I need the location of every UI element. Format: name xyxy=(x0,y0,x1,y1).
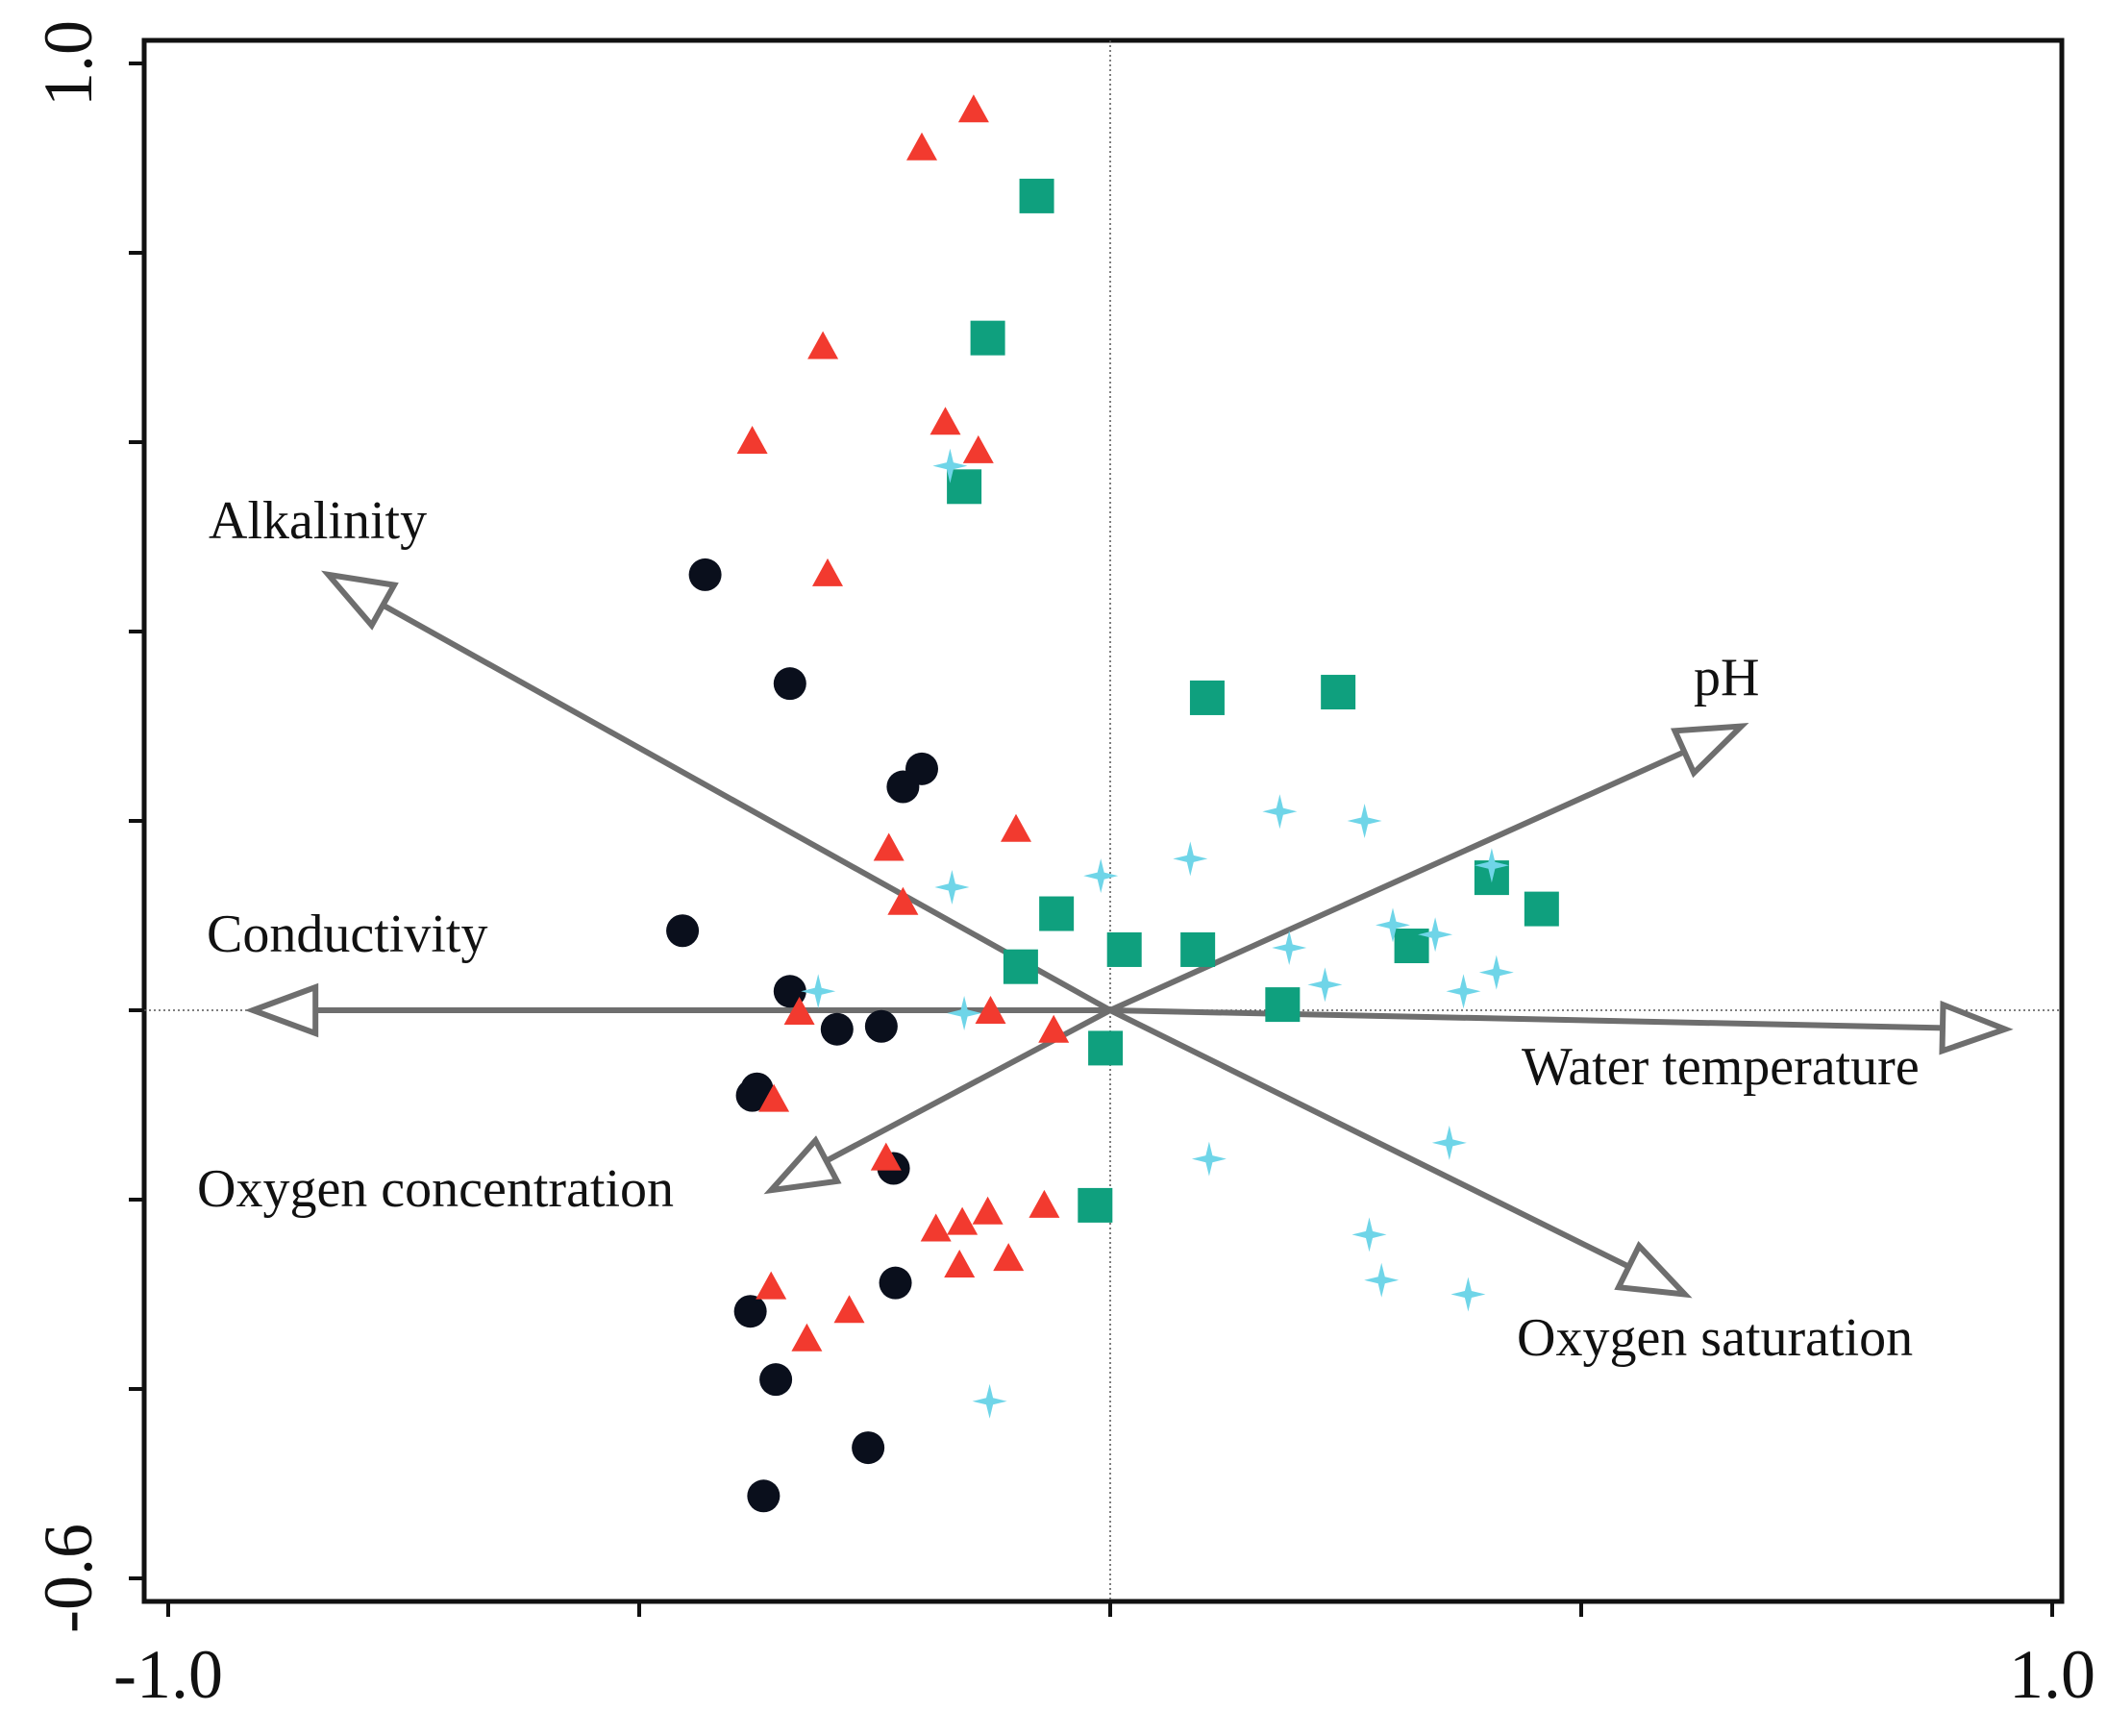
x-tick-label: 1.0 xyxy=(2009,1636,2095,1713)
oxygen-concentration-label: Oxygen concentration xyxy=(197,1159,674,1219)
circle-point xyxy=(773,667,806,701)
star-point xyxy=(1191,1141,1227,1177)
x-tick-label: -1.0 xyxy=(113,1636,223,1713)
star-point xyxy=(1272,930,1307,965)
square-point xyxy=(970,320,1005,356)
circle-point xyxy=(735,1079,769,1112)
alkalinity-arrowhead xyxy=(321,570,399,631)
star-point xyxy=(1262,794,1298,830)
star-point xyxy=(1474,848,1509,883)
triangle-point xyxy=(756,1271,787,1300)
conductivity-label: Conductivity xyxy=(207,905,487,964)
axes: -1.0 1.0 1.0 -0.6 xyxy=(30,20,2095,1713)
square-point xyxy=(1019,178,1054,213)
triangle-point xyxy=(873,832,905,861)
triangle-point xyxy=(930,407,961,435)
triangle-point xyxy=(736,426,768,454)
star-point xyxy=(1307,967,1343,1003)
circle-point xyxy=(820,1012,854,1046)
alkalinity-label: Alkalinity xyxy=(209,491,427,551)
triangle-point xyxy=(812,558,843,586)
square-point xyxy=(1180,931,1216,967)
star-point xyxy=(801,974,836,1009)
triangle-point xyxy=(807,331,839,360)
y-tick-label: 1.0 xyxy=(30,20,107,107)
triangle-point xyxy=(1001,813,1031,842)
conductivity-arrowhead xyxy=(244,982,319,1038)
triangle-point xyxy=(906,132,937,161)
star-point xyxy=(1450,1277,1486,1312)
triangle-point xyxy=(957,94,989,123)
origin-lines xyxy=(144,40,2062,1601)
star-point xyxy=(1351,1217,1387,1252)
circle-point xyxy=(864,1009,898,1043)
y-tick-label: -0.6 xyxy=(30,1524,107,1633)
square-point xyxy=(1524,891,1559,927)
star-point xyxy=(1083,858,1119,894)
ph-vector-line xyxy=(1108,749,1686,1013)
circle-point xyxy=(747,1479,781,1513)
star-point xyxy=(1364,1262,1400,1298)
environmental-vectors: Alkalinity pH Conductivity Water temperatur… xyxy=(197,491,2014,1368)
triangle-point xyxy=(791,1323,823,1352)
circle-point xyxy=(733,1295,767,1328)
circle-point xyxy=(852,1431,885,1465)
water-temperature-arrowhead xyxy=(1939,1000,2014,1055)
triangle-point xyxy=(947,1206,979,1235)
triangle-point xyxy=(870,1142,902,1171)
triangle-point xyxy=(758,1083,790,1112)
oxygen-saturation-label: Oxygen saturation xyxy=(1517,1308,1913,1368)
star-point xyxy=(934,870,970,905)
square-point xyxy=(1106,931,1142,967)
star-point xyxy=(1431,1125,1467,1160)
triangle-point xyxy=(972,1196,1004,1225)
ph-label: pH xyxy=(1694,648,1759,707)
oxygen-concentration-arrowhead xyxy=(763,1135,842,1195)
triangle-point xyxy=(962,434,994,463)
circle-point xyxy=(879,1266,912,1300)
triangle-point xyxy=(944,1250,976,1277)
sample-points xyxy=(666,94,1559,1513)
circle-point xyxy=(688,558,722,591)
water-temperature-vector-line xyxy=(1109,1007,1944,1031)
square-point xyxy=(1189,680,1225,715)
triangle-point xyxy=(1029,1189,1060,1218)
triangle-point xyxy=(920,1213,952,1242)
circle-point xyxy=(886,770,920,804)
star-point xyxy=(1347,804,1382,838)
triangle-point xyxy=(993,1243,1025,1272)
star-point xyxy=(1376,907,1410,943)
square-point xyxy=(1003,949,1038,984)
square-point xyxy=(1039,896,1075,931)
star-point xyxy=(972,1383,1007,1419)
water-temperature-label: Water temperature xyxy=(1522,1037,1920,1097)
square-point xyxy=(1265,987,1301,1023)
oxygen-saturation-arrowhead xyxy=(1614,1241,1693,1299)
star-point xyxy=(932,448,968,484)
triangle-point xyxy=(1038,1014,1070,1043)
star-point xyxy=(947,996,982,1030)
triangle-point xyxy=(887,886,919,915)
square-point xyxy=(1088,1030,1124,1066)
star-point xyxy=(1478,955,1514,990)
star-point xyxy=(1418,917,1453,953)
triangle-point xyxy=(833,1295,865,1324)
alkalinity-vector-line xyxy=(381,602,1112,1013)
ph-arrowhead xyxy=(1670,722,1749,779)
triangle-point xyxy=(783,997,815,1025)
circle-point xyxy=(666,914,700,948)
circle-point xyxy=(759,1363,793,1397)
square-point xyxy=(1078,1187,1113,1223)
triangle-point xyxy=(975,996,1006,1024)
square-point xyxy=(947,469,982,505)
square-point xyxy=(1321,675,1356,710)
oxygen-saturation-vector-line xyxy=(1108,1007,1630,1270)
star-point xyxy=(1173,841,1208,877)
star-point xyxy=(1446,974,1481,1009)
